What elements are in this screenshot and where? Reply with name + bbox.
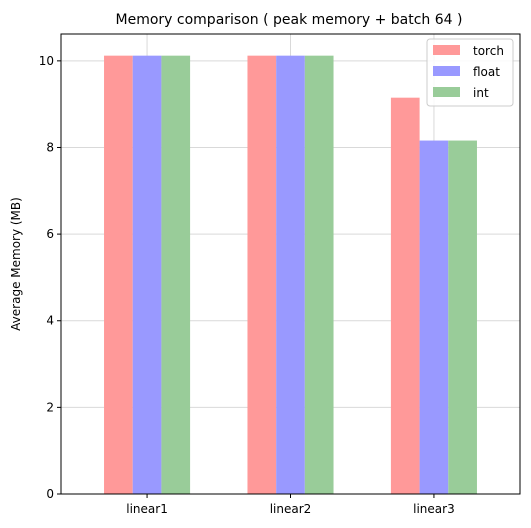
y-tick-label: 10	[39, 54, 54, 68]
legend-label-int: int	[473, 86, 489, 100]
x-tick-label: linear3	[413, 502, 455, 516]
y-tick-label: 2	[46, 400, 54, 414]
y-axis-ticks: 0 2 4 6 8 10	[39, 54, 61, 501]
bar-torch-linear3	[390, 97, 420, 495]
bar-int-linear2	[304, 55, 334, 494]
y-axis-label: Average Memory (MB)	[9, 197, 23, 331]
y-tick-label: 8	[46, 140, 54, 154]
x-axis-ticks: linear1 linear2 linear3	[126, 494, 455, 516]
x-tick-label: linear1	[126, 502, 168, 516]
chart-title: Memory comparison ( peak memory + batch …	[116, 12, 463, 28]
legend-label-float: float	[473, 65, 500, 79]
legend: torch float int	[426, 38, 514, 107]
bar-torch-linear1	[104, 55, 133, 494]
bar-int-linear3	[448, 140, 477, 495]
bar-int-linear1	[161, 55, 191, 494]
x-tick-label: linear2	[270, 502, 312, 516]
bar-float-linear3	[419, 140, 449, 495]
bar-float-linear1	[132, 55, 162, 494]
legend-swatch-torch	[433, 45, 460, 55]
legend-swatch-float	[433, 66, 460, 76]
bars	[104, 55, 477, 495]
y-tick-label: 6	[46, 227, 54, 241]
legend-label-torch: torch	[473, 44, 504, 58]
bar-torch-linear2	[247, 55, 277, 494]
y-tick-label: 4	[46, 314, 54, 328]
bar-float-linear2	[276, 55, 305, 494]
legend-swatch-int	[433, 87, 460, 97]
y-tick-label: 0	[46, 487, 54, 501]
